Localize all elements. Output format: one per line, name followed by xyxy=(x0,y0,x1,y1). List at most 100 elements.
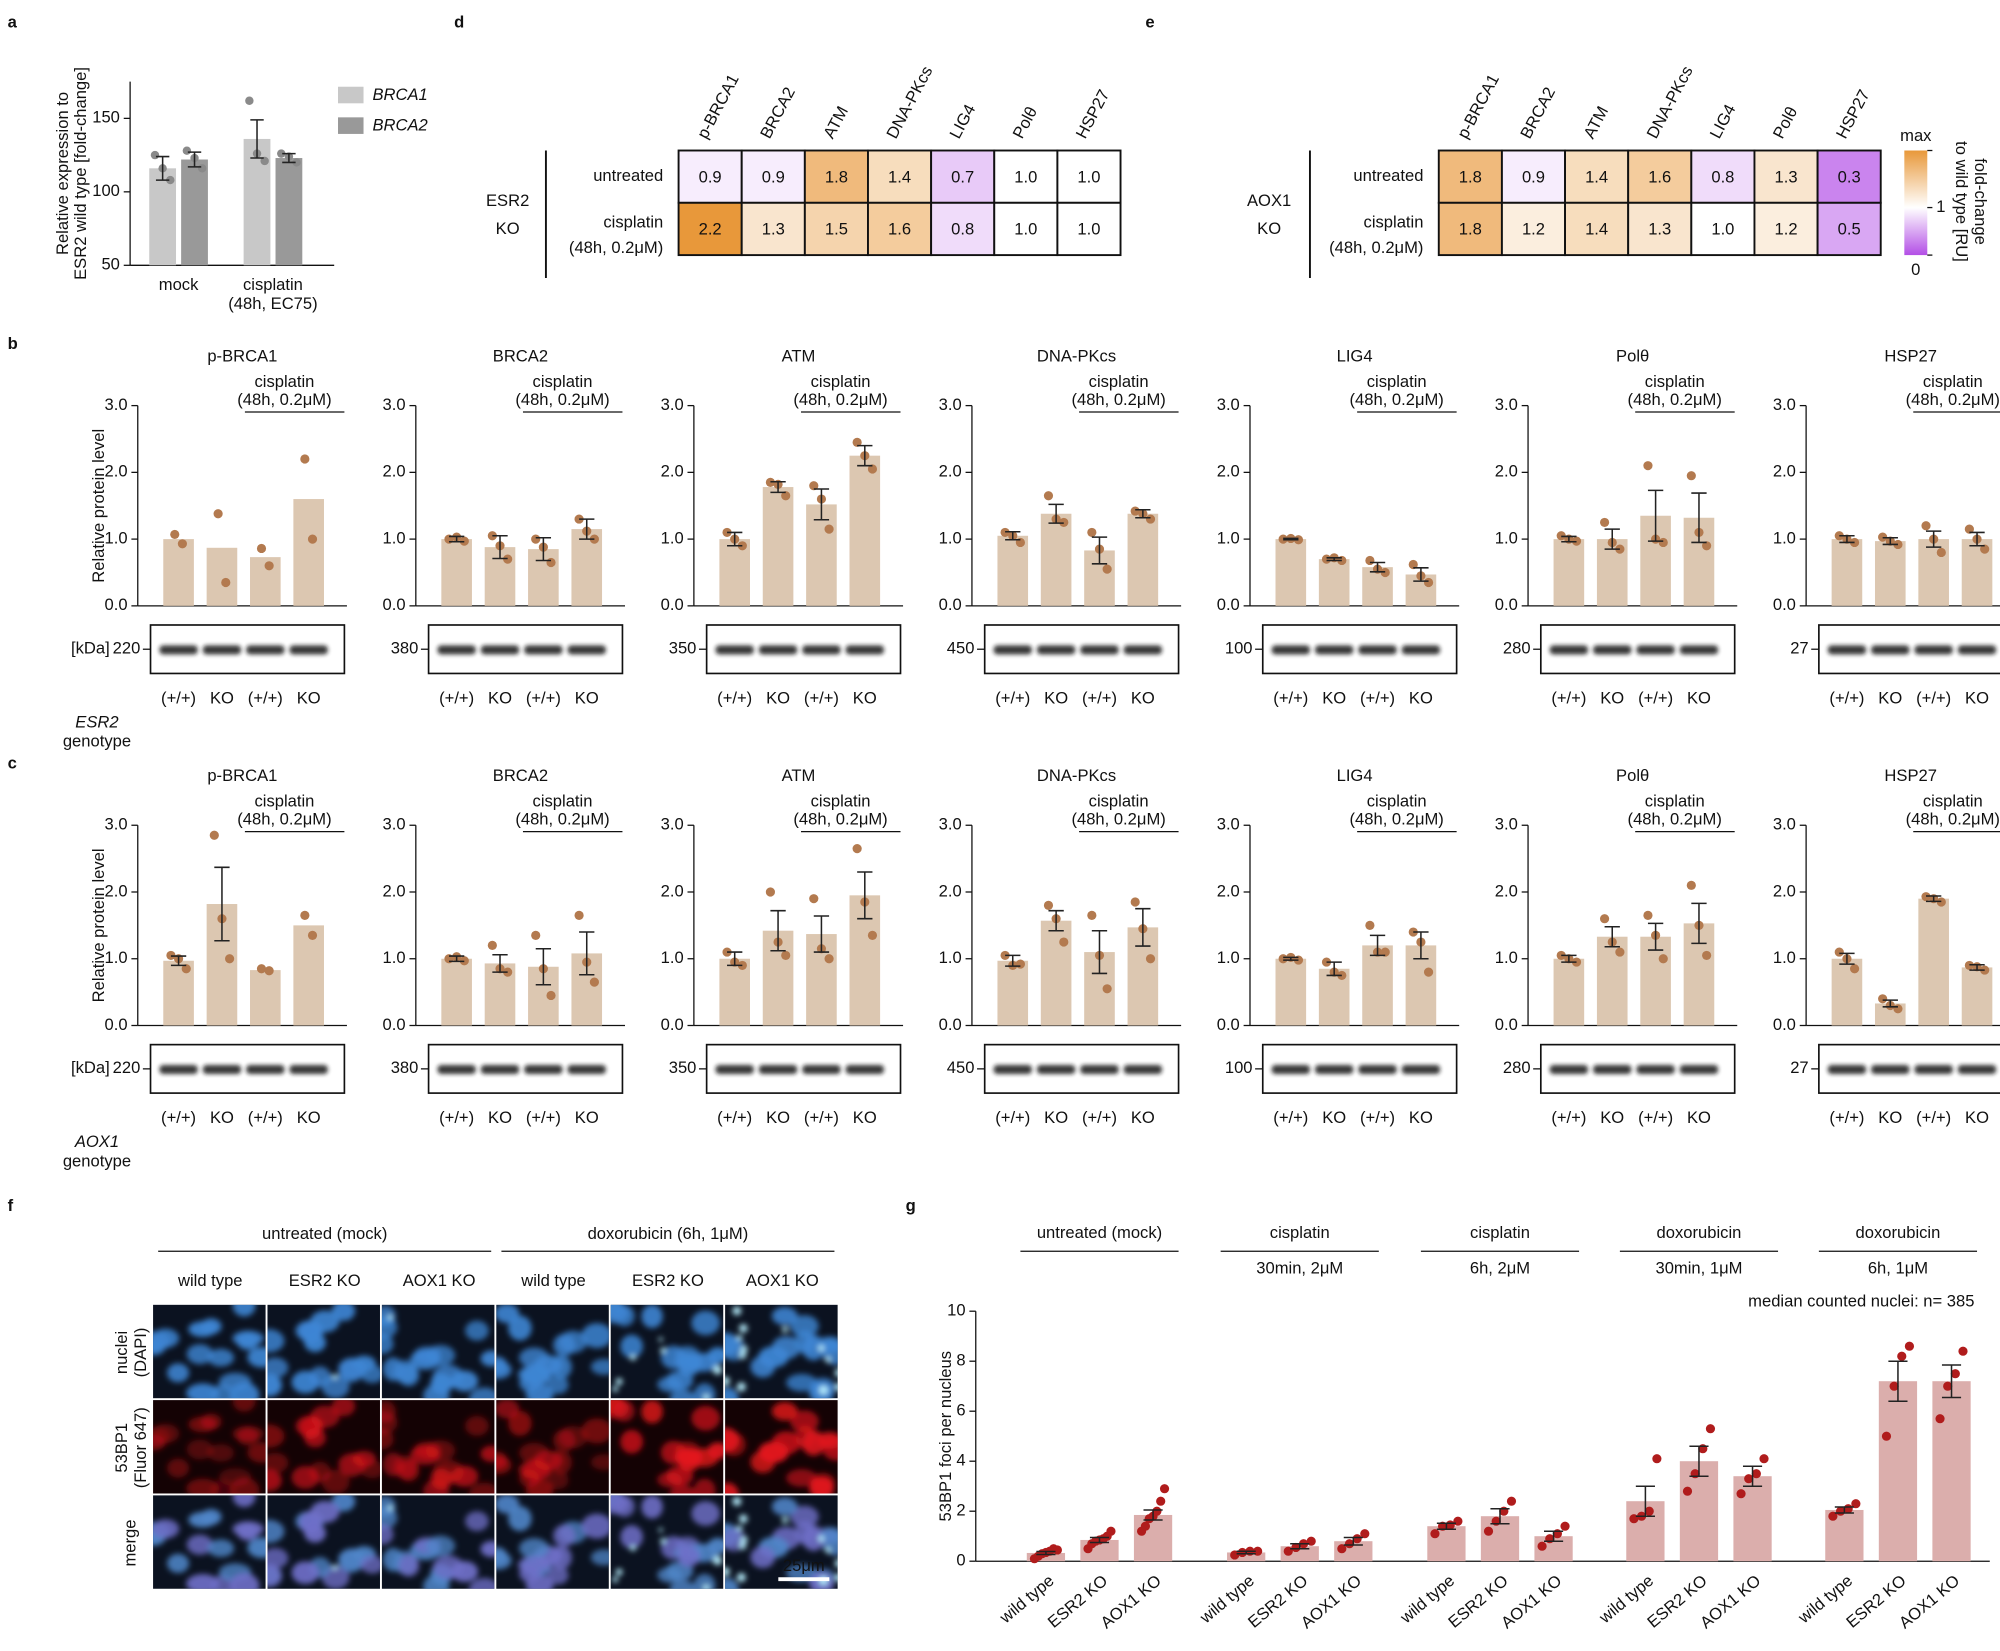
panel-label: f xyxy=(8,1196,14,1215)
error-bar xyxy=(727,951,743,967)
bright-spot xyxy=(387,1314,393,1320)
y-tick-label: 3.0 xyxy=(661,395,684,414)
nucleus xyxy=(508,1506,532,1532)
nucleus xyxy=(820,1431,838,1449)
lane-label: KO xyxy=(1044,1108,1068,1127)
nucleus xyxy=(641,1304,663,1329)
data-point xyxy=(182,146,192,155)
heatmap-cell xyxy=(803,149,869,204)
y-tick-label: 0.0 xyxy=(105,595,128,614)
error-bar xyxy=(1490,1507,1510,1525)
blot-kda: 350 xyxy=(669,1058,697,1077)
data-point xyxy=(1140,1521,1150,1531)
bar xyxy=(250,970,281,1026)
error-bar xyxy=(250,119,264,159)
error-bar xyxy=(448,535,465,543)
y-axis-label: ESR2 wild type [fold-change] xyxy=(71,67,90,280)
data-point xyxy=(1337,1544,1347,1554)
y-tick-label: 6 xyxy=(956,1401,965,1420)
y-tick-label: 3.0 xyxy=(939,395,962,414)
data-point xyxy=(1365,920,1375,930)
blot-kda: 280 xyxy=(1503,639,1531,658)
blot-band xyxy=(1636,1065,1675,1074)
nucleus xyxy=(207,1444,235,1462)
nucleus xyxy=(725,1482,739,1494)
data-point xyxy=(264,561,274,571)
lane-label: (+/+) xyxy=(804,688,839,707)
bright-spot xyxy=(825,1356,831,1363)
annotation: (48h, 0.2μM) xyxy=(1350,390,1444,409)
group-label: KO xyxy=(1257,219,1281,238)
bright-spot xyxy=(332,1374,338,1380)
y-tick-label: 0.0 xyxy=(1217,595,1240,614)
column-label: ATM xyxy=(1580,103,1613,142)
nucleus xyxy=(247,1442,266,1463)
blot-band xyxy=(480,1065,520,1074)
nucleus xyxy=(360,1460,380,1479)
bright-spot xyxy=(736,1334,743,1341)
data-point xyxy=(1658,954,1668,964)
chart-title: ATM xyxy=(782,766,816,785)
data-point xyxy=(1828,1511,1838,1521)
micrograph xyxy=(153,1495,266,1589)
data-point xyxy=(221,577,231,588)
error-bar xyxy=(1969,963,1985,971)
row-label: (DAPI) xyxy=(131,1328,150,1378)
cell-label: 1.0 xyxy=(1077,167,1100,186)
data-point xyxy=(1834,947,1844,957)
nucleus xyxy=(657,1471,683,1488)
bright-spot xyxy=(703,1584,710,1589)
nucleus xyxy=(425,1535,456,1557)
error-bar xyxy=(1742,1465,1763,1487)
cell-label: 1.5 xyxy=(825,220,848,239)
data-point xyxy=(1506,1496,1517,1506)
lane-label: (+/+) xyxy=(1273,1108,1308,1127)
y-tick-label: 1.0 xyxy=(1495,528,1518,547)
nucleus xyxy=(496,1360,512,1379)
lane-label: KO xyxy=(766,688,790,707)
nucleus xyxy=(291,1561,320,1585)
data-point xyxy=(1043,900,1054,910)
cell-label: 1.8 xyxy=(1459,220,1482,239)
data-point xyxy=(1759,1454,1769,1464)
lane-label: (+/+) xyxy=(1829,688,1864,707)
lane-label: KO xyxy=(853,1108,877,1127)
nucleus xyxy=(425,1440,456,1462)
nucleus xyxy=(547,1470,569,1490)
blot-band xyxy=(1871,1065,1910,1074)
bright-spot xyxy=(713,1365,722,1375)
heatmap-cell xyxy=(803,201,869,257)
cell-label: 1.6 xyxy=(888,220,911,239)
data-point xyxy=(852,844,862,854)
error-bar xyxy=(1135,508,1151,519)
nucleus xyxy=(496,1551,512,1570)
nucleus xyxy=(553,1429,576,1452)
legend-swatch xyxy=(338,86,364,104)
error-bar xyxy=(1091,536,1108,565)
group-label: doxorubicin xyxy=(1856,1223,1941,1242)
group-label: untreated (mock) xyxy=(262,1224,387,1243)
y-tick-label: 3.0 xyxy=(1495,395,1518,414)
y-tick-label: 4 xyxy=(956,1451,965,1470)
nucleus xyxy=(465,1511,489,1532)
bright-spot xyxy=(615,1568,623,1576)
scale-bar-label: 25μm xyxy=(783,1556,825,1575)
bright-spot xyxy=(834,1559,838,1568)
nucleus xyxy=(657,1376,683,1393)
blot-kda: 27 xyxy=(1790,1058,1808,1077)
nucleus xyxy=(229,1382,260,1399)
column-label: BRCA2 xyxy=(756,84,799,142)
bright-spot xyxy=(818,1535,825,1542)
bar xyxy=(1553,958,1585,1026)
panel-label: g xyxy=(906,1196,916,1215)
blot-band xyxy=(289,1065,328,1074)
y-tick-label: 100 xyxy=(92,181,120,200)
lane-label: (+/+) xyxy=(995,1108,1030,1127)
nucleus xyxy=(186,1478,220,1494)
heatmap-cell xyxy=(867,201,933,257)
nucleus xyxy=(750,1546,776,1569)
bright-spot xyxy=(658,1527,663,1533)
blot-kda: 380 xyxy=(391,639,419,658)
genotype-label: genotype xyxy=(63,732,131,751)
